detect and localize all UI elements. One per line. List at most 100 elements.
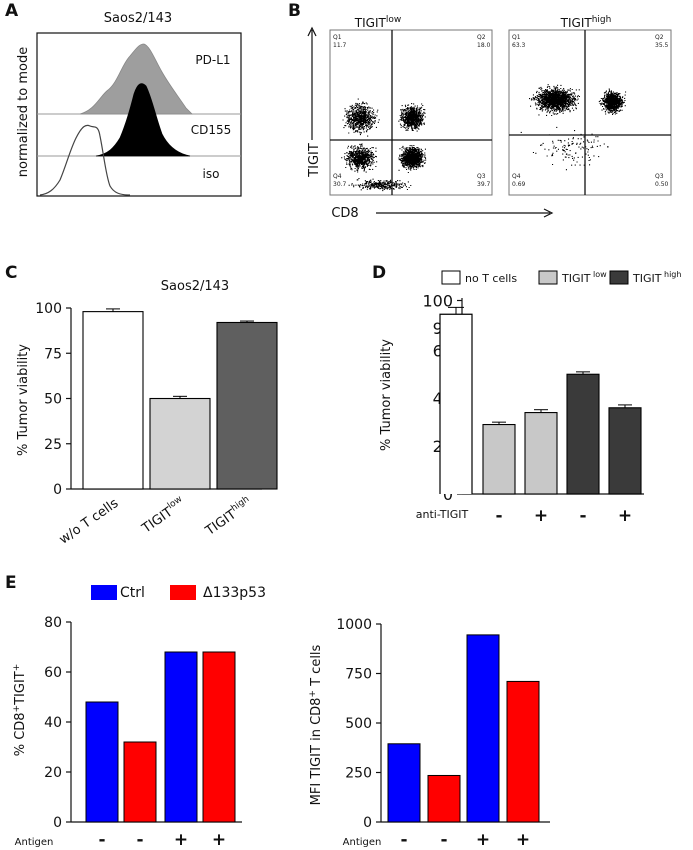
chart-e-legend-swatch-ctrl [91,585,117,600]
flow-low-cloud-q4 [341,144,377,172]
chart-d-marks: 020406090100-+-+ [422,292,644,527]
flow-high-q4-value: 0.69 [512,181,526,188]
chart-d-bar [483,425,515,494]
flow-low-q1-label: Q1 [333,34,342,41]
chart-c-ytick-label: 75 [44,346,62,362]
flow-low-cloud-q3 [398,146,426,173]
chart-e-legend-label-ctrl: Ctrl [120,585,145,601]
chart-el-ytick-label: 0 [53,815,62,831]
chart-el-bar [124,742,156,822]
chart-c-bar [217,322,277,489]
chart-er-row-label: Antigen [343,837,382,848]
panel-label-a: A [5,1,19,21]
flow-low-cloud-baseline [349,179,412,191]
histogram-legend-cd155: CD155 [191,123,232,137]
chart-el-ytick-label: 40 [44,715,62,731]
flow-low-q1-value: 11.7 [333,42,347,49]
chart-d-row-label: anti-TIGIT [416,508,469,521]
flow-high-cloud-q2 [599,89,626,114]
chart-el-bar [203,652,235,822]
flow-high-q2-value: 35.5 [655,42,669,49]
panel-d-bar-chart: % Tumor viability no T cells TIGIT low TIG… [379,270,681,526]
flow-high-q1-value: 63.3 [512,42,526,49]
chart-el-ytick-label: 60 [44,665,62,681]
panel-label-d: D [372,263,386,283]
flow-low-q4-label: Q4 [333,173,342,180]
chart-c-category-label: TIGIThigh [201,494,255,539]
panel-label-e: E [5,573,17,593]
flow-high-q3-value: 0.50 [655,181,669,188]
chart-c-ylabel: % Tumor viability [16,344,31,456]
flow-high-q3-label: Q3 [655,173,664,180]
chart-el-ytick-label: 80 [44,615,62,631]
chart-c-bar [83,312,143,489]
chart-d-anti-tigit-sign: - [579,506,586,526]
chart-d-legend-swatch [610,271,628,284]
chart-er-bar [507,681,539,822]
chart-e-legend-label-d133p53: Δ133p53 [203,585,266,601]
flow-ylabel: TIGIT [307,143,322,178]
flow-low-q4-value: 30.7 [333,181,347,188]
chart-el-row-label: Antigen [15,837,54,848]
chart-er-ytick-label: 750 [345,667,372,683]
chart-el-antigen-sign: + [174,830,188,850]
chart-er-ytick-label: 0 [363,815,372,831]
chart-c-ytick-label: 100 [35,301,62,317]
chart-d-anti-tigit-sign: - [495,506,502,526]
flow-high-q2-label: Q2 [655,34,664,41]
chart-d-legend-swatch [442,271,460,284]
chart-c-ytick-label: 0 [53,482,62,498]
histogram-legend-pdl1: PD-L1 [195,53,230,67]
panel-e-legend: Ctrl Δ133p53 [91,585,266,601]
chart-c-ytick-label: 25 [44,437,62,453]
panel-e-left-bar-chart: % CD8+TIGIT+ 0 20 40 60 80 - - + + Antigen [12,615,242,850]
chart-d-legend-label: no T cells [465,272,517,285]
chart-d-ylabel: % Tumor viability [379,339,394,451]
histogram-legend-iso: iso [203,167,220,181]
chart-d-legend-label: TIGIT high [632,270,681,285]
chart-er-marks: 0 250 500 750 1000 - - + + [336,617,550,850]
flow-low-cloud-q2 [398,104,426,132]
flow-plot-tigit-high: TIGIThigh Q1 63.3 Q2 35.5 Q4 0.69 Q3 0.5… [509,15,671,195]
panel-label-b: B [288,1,301,21]
chart-el-bar [86,702,118,822]
chart-c-category-label: TIGITlow [138,494,189,537]
chart-c-category-label: w/o T cells [57,496,122,548]
chart-el-bar [165,652,197,822]
chart-el-ytick-label: 20 [44,765,62,781]
flow-plot-tigit-low: TIGITlow Q1 11.7 Q2 18.0 Q4 30.7 Q3 39.7 [330,15,492,195]
flow-plot-high-frame [509,30,671,195]
flow-low-q3-value: 39.7 [477,181,491,188]
flow-plot-high-dots [521,85,626,170]
panel-e-right-bar-chart: MFI TIGIT in CD8+ T cells 02505007501000… [308,617,550,850]
flow-xlabel: CD8 [331,206,358,221]
chart-d-legend: no T cells TIGIT low TIGIT high [442,270,681,285]
flow-low-q2-label: Q2 [477,34,486,41]
flow-plot-low-dots [341,99,426,191]
flow-low-q3-label: Q3 [477,173,486,180]
figure: A B C D E Saos2/143 normalized to mode P… [0,0,693,850]
flow-low-q2-value: 18.0 [477,42,491,49]
chart-er-antigen-sign: + [476,830,490,850]
flow-high-cloud-scatter [521,127,609,169]
flow-plot-low-title: TIGITlow [354,15,401,30]
chart-er-bar [428,775,460,822]
histogram-iso-curve [40,125,130,195]
panel-a-histogram: Saos2/143 normalized to mode PD-L1 CD155… [16,11,241,196]
chart-er-ytick-label: 1000 [336,617,372,633]
chart-d-bar [609,408,641,494]
chart-c-title: Saos2/143 [161,279,229,294]
flow-high-cloud-q1 [529,85,580,116]
chart-d-bar [567,374,599,494]
chart-d-anti-tigit-sign: + [534,506,548,526]
chart-d-anti-tigit-sign: + [618,506,632,526]
chart-c-bar [150,399,210,490]
chart-er-antigen-sign: + [516,830,530,850]
chart-er-bar [467,635,499,822]
chart-er-ytick-label: 250 [345,766,372,782]
chart-er-ylabel: MFI TIGIT in CD8+ T cells [308,644,324,805]
flow-high-q1-label: Q1 [512,34,521,41]
histogram-title: Saos2/143 [104,11,172,26]
chart-d-bar [440,314,472,494]
chart-el-ylabel: % CD8+TIGIT+ [12,664,28,757]
